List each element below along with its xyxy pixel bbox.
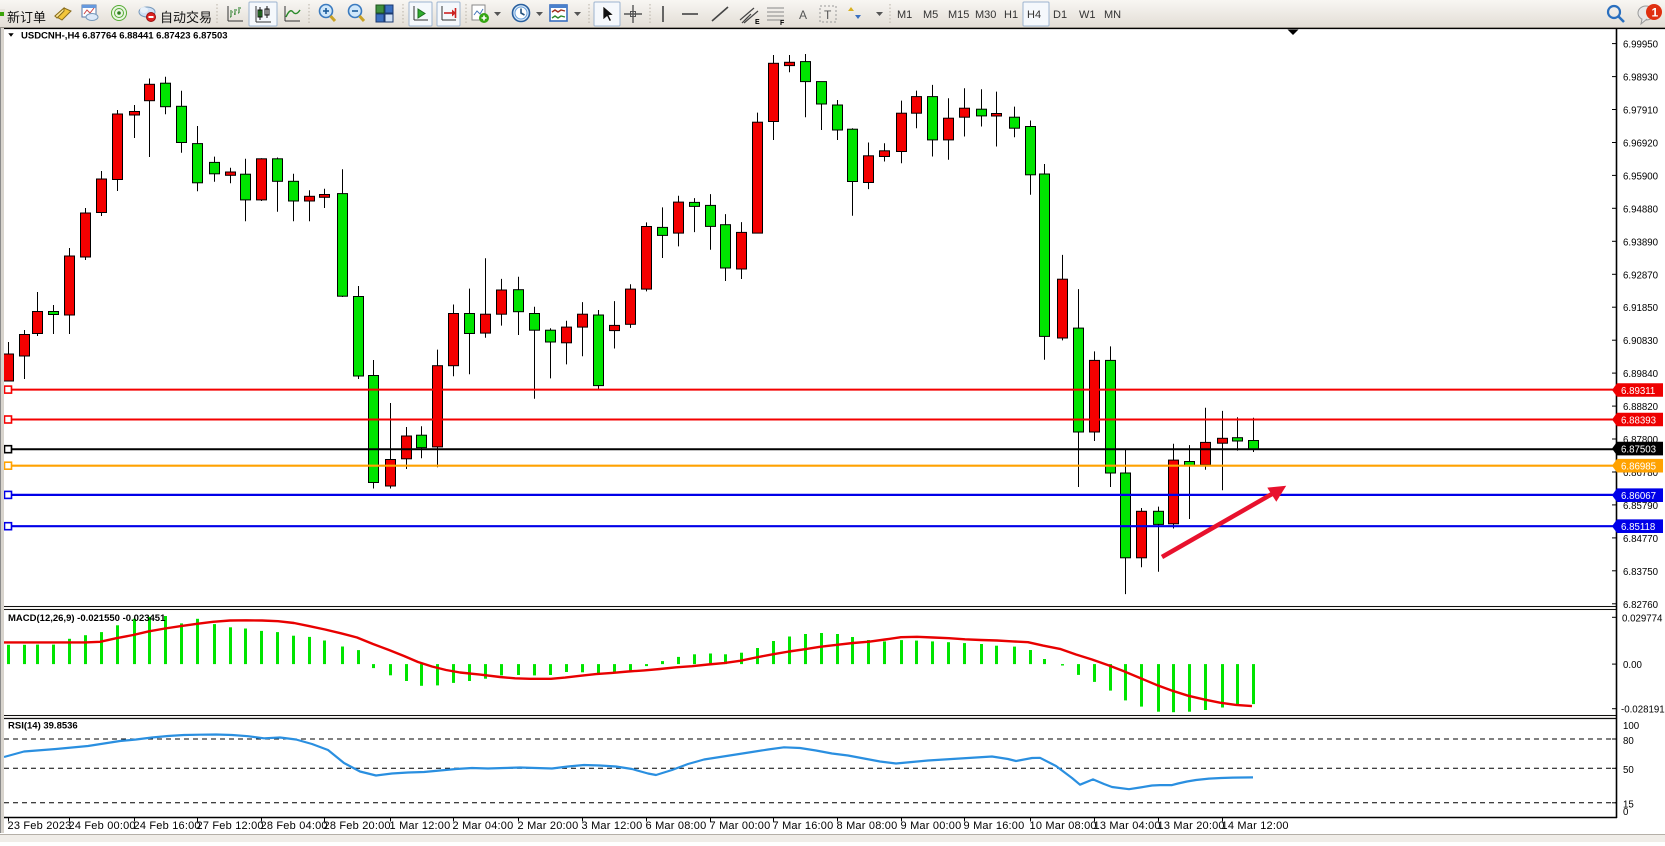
svg-text:H4: H4 — [1027, 9, 1041, 21]
svg-text:13 Mar 20:00: 13 Mar 20:00 — [1158, 820, 1225, 832]
svg-text:6.87800: 6.87800 — [1623, 435, 1659, 446]
svg-text:USDCNH-,H4 6.87764 6.88441 6.: USDCNH-,H4 6.87764 6.88441 6.87423 6.875… — [21, 31, 228, 42]
svg-text:A: A — [799, 8, 807, 22]
svg-text:0.00: 0.00 — [1623, 660, 1642, 671]
svg-text:6.88393: 6.88393 — [1621, 415, 1656, 426]
svg-text:9 Mar 16:00: 9 Mar 16:00 — [964, 820, 1025, 832]
svg-text:-0.028191: -0.028191 — [1621, 705, 1665, 716]
svg-text:6 Mar 08:00: 6 Mar 08:00 — [646, 820, 707, 832]
svg-text:6.93890: 6.93890 — [1623, 237, 1659, 248]
svg-text:2 Mar 04:00: 2 Mar 04:00 — [453, 820, 514, 832]
svg-text:9 Mar 00:00: 9 Mar 00:00 — [901, 820, 962, 832]
svg-text:15: 15 — [1623, 799, 1634, 810]
svg-text:6.86067: 6.86067 — [1621, 491, 1656, 502]
svg-text:50: 50 — [1623, 765, 1634, 776]
svg-text:RSI(14) 39.8536: RSI(14) 39.8536 — [8, 721, 78, 732]
svg-text:E: E — [755, 19, 760, 26]
svg-text:MACD(12,26,9) -0.021550 -0.023: MACD(12,26,9) -0.021550 -0.023451 — [8, 613, 166, 624]
svg-text:28 Feb 04:00: 28 Feb 04:00 — [261, 820, 328, 832]
svg-text:6.87503: 6.87503 — [1621, 444, 1656, 455]
svg-text:2 Mar 20:00: 2 Mar 20:00 — [518, 820, 579, 832]
svg-text:W1: W1 — [1079, 9, 1096, 21]
svg-text:24 Feb 16:00: 24 Feb 16:00 — [134, 820, 201, 832]
svg-text:6.82760: 6.82760 — [1623, 600, 1659, 611]
svg-text:6.96920: 6.96920 — [1623, 139, 1659, 150]
svg-text:6.99950: 6.99950 — [1623, 40, 1659, 51]
svg-text:M30: M30 — [975, 9, 996, 21]
svg-text:27 Feb 12:00: 27 Feb 12:00 — [197, 820, 264, 832]
svg-text:14 Mar 12:00: 14 Mar 12:00 — [1222, 820, 1289, 832]
svg-text:D1: D1 — [1053, 9, 1067, 21]
svg-text:6.86985: 6.86985 — [1621, 462, 1656, 473]
svg-text:0.029774: 0.029774 — [1622, 613, 1663, 624]
svg-text:6.88820: 6.88820 — [1623, 402, 1659, 413]
svg-text:28 Feb 20:00: 28 Feb 20:00 — [324, 820, 391, 832]
svg-text:MN: MN — [1104, 9, 1121, 21]
svg-text:1 Mar 12:00: 1 Mar 12:00 — [390, 820, 451, 832]
svg-text:6.85118: 6.85118 — [1621, 522, 1655, 533]
svg-text:8 Mar 08:00: 8 Mar 08:00 — [837, 820, 898, 832]
svg-text:0: 0 — [1623, 807, 1629, 818]
svg-text:100: 100 — [1623, 721, 1640, 732]
svg-text:6.95900: 6.95900 — [1623, 171, 1659, 182]
svg-text:6.91850: 6.91850 — [1623, 303, 1659, 314]
svg-text:6.97910: 6.97910 — [1623, 106, 1659, 117]
svg-text:6.83750: 6.83750 — [1623, 567, 1659, 578]
svg-text:6.98930: 6.98930 — [1623, 73, 1659, 84]
svg-text:13 Mar 04:00: 13 Mar 04:00 — [1094, 820, 1161, 832]
svg-text:6.84770: 6.84770 — [1623, 534, 1659, 545]
svg-text:7 Mar 00:00: 7 Mar 00:00 — [710, 820, 771, 832]
svg-text:H1: H1 — [1004, 9, 1018, 21]
svg-text:6.89311: 6.89311 — [1621, 386, 1655, 397]
svg-text:24 Feb 00:00: 24 Feb 00:00 — [69, 820, 136, 832]
svg-text:10 Mar 08:00: 10 Mar 08:00 — [1030, 820, 1097, 832]
svg-text:6.86780: 6.86780 — [1623, 468, 1659, 479]
svg-text:6.90830: 6.90830 — [1623, 336, 1659, 347]
svg-text:23 Feb 2023: 23 Feb 2023 — [8, 820, 72, 832]
svg-text:F: F — [780, 20, 785, 27]
svg-text:3 Mar 12:00: 3 Mar 12:00 — [582, 820, 643, 832]
svg-text:M5: M5 — [923, 9, 938, 21]
svg-text:7 Mar 16:00: 7 Mar 16:00 — [773, 820, 834, 832]
svg-text:T: T — [824, 8, 832, 22]
svg-text:6.92870: 6.92870 — [1623, 270, 1659, 281]
svg-text:6.89840: 6.89840 — [1623, 369, 1659, 380]
svg-text:1: 1 — [1652, 6, 1659, 20]
svg-text:80: 80 — [1623, 736, 1634, 747]
svg-text:6.94880: 6.94880 — [1623, 204, 1659, 215]
svg-text:M1: M1 — [897, 9, 912, 21]
svg-text:M15: M15 — [948, 9, 969, 21]
svg-text:6.85790: 6.85790 — [1623, 501, 1659, 512]
